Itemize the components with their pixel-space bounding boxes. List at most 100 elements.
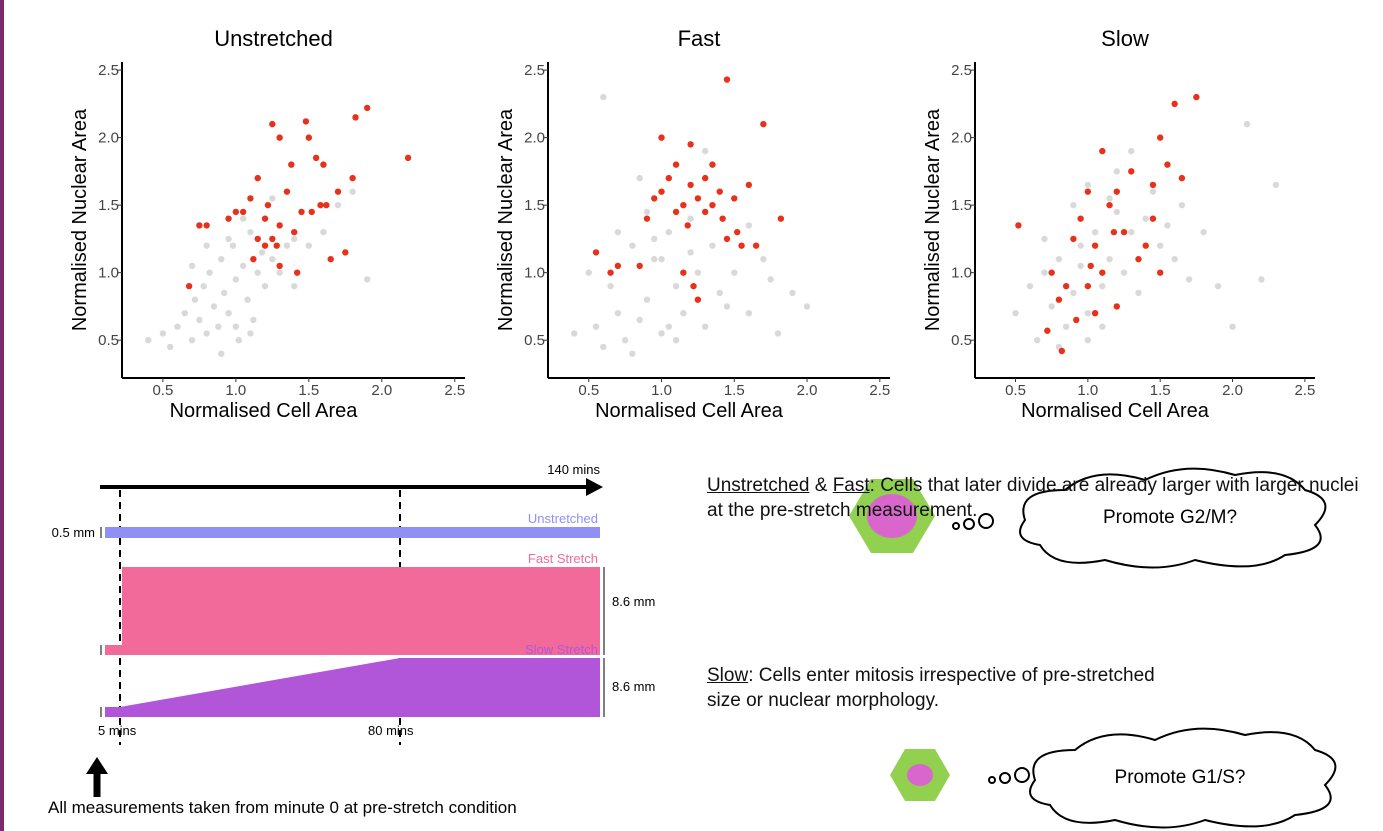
point — [687, 215, 694, 222]
point — [145, 336, 152, 344]
x-tick-label: 2.0 — [371, 382, 392, 399]
point — [404, 154, 412, 162]
point — [317, 201, 324, 209]
point — [258, 249, 266, 256]
point — [1062, 282, 1070, 290]
point — [276, 222, 283, 229]
point — [269, 255, 276, 263]
point — [690, 282, 697, 290]
point — [1055, 255, 1063, 263]
point — [239, 215, 247, 222]
point — [614, 228, 622, 236]
point — [247, 195, 254, 202]
point — [803, 303, 811, 310]
scatter-chart: Unstretched Normalised Cell Area Normalise… — [69, 26, 465, 422]
x-tick-label: 2.5 — [869, 382, 890, 399]
y-tick-label: 1.0 — [951, 265, 972, 282]
nucleus — [867, 494, 917, 538]
point — [203, 330, 210, 337]
point — [745, 181, 753, 189]
point — [239, 208, 247, 216]
point — [643, 215, 651, 222]
point — [273, 242, 280, 249]
point — [687, 141, 694, 148]
point — [232, 323, 240, 330]
point — [210, 303, 218, 310]
x-tick-label: 2.0 — [797, 382, 818, 399]
point — [276, 134, 283, 141]
bar-label: Unstretched — [528, 511, 598, 526]
y-tick-label: 2.0 — [98, 130, 119, 147]
point — [658, 188, 665, 195]
point — [1077, 215, 1084, 222]
point — [665, 323, 672, 330]
point — [636, 262, 643, 270]
point — [247, 330, 254, 337]
note: Slow: Cells enter mitosis irrespective o… — [707, 663, 1187, 713]
point — [789, 289, 796, 297]
point — [261, 215, 269, 222]
point — [694, 296, 702, 303]
width-label: 8.6 mm — [612, 679, 655, 694]
y-tick-label: 1.5 — [524, 197, 545, 214]
point — [1070, 235, 1077, 243]
point — [1113, 303, 1120, 310]
point — [1099, 147, 1106, 155]
point — [680, 201, 687, 209]
point — [1091, 228, 1099, 236]
point — [305, 242, 313, 249]
y-tick-label: 1.0 — [524, 265, 545, 282]
point — [774, 330, 782, 337]
bar-label: Fast Stretch — [528, 551, 598, 566]
point — [665, 228, 672, 236]
point — [745, 222, 753, 229]
point — [760, 120, 767, 128]
point — [1041, 269, 1048, 276]
point — [261, 242, 269, 249]
point — [276, 262, 283, 270]
point — [701, 323, 709, 330]
point — [181, 309, 188, 317]
point — [614, 309, 622, 317]
point — [320, 228, 327, 236]
point — [283, 242, 291, 249]
point — [261, 282, 269, 290]
cloud-text: Promote G2/M? — [1103, 507, 1237, 528]
nucleus — [907, 764, 933, 786]
point — [629, 350, 636, 357]
y-axis-label: Normalised Nuclear Area — [69, 108, 91, 331]
point — [254, 235, 261, 243]
width-label: 0.5 mm — [52, 525, 95, 540]
point — [1084, 282, 1092, 290]
point — [232, 276, 240, 283]
point — [1156, 134, 1164, 141]
point — [687, 181, 694, 189]
point — [731, 195, 738, 202]
point — [254, 269, 261, 276]
point — [723, 235, 731, 243]
note-text: : Cells enter mitosis irrespective of pr… — [707, 665, 1155, 711]
y-tick-label: 2.0 — [524, 130, 545, 147]
point — [225, 235, 232, 243]
point — [1073, 316, 1080, 324]
point — [254, 174, 261, 182]
bar-label: Slow Stretch — [525, 642, 598, 657]
point — [308, 208, 315, 216]
y-tick-label: 2.0 — [951, 130, 972, 147]
point — [651, 255, 658, 263]
point — [701, 174, 709, 182]
point — [1200, 228, 1207, 236]
thought-cloud — [1029, 727, 1337, 829]
point — [716, 289, 723, 297]
point — [1034, 336, 1041, 344]
point — [349, 188, 356, 195]
scatter-chart: Fast Normalised Cell Area Normalised Nucle… — [495, 26, 890, 422]
y-tick-label: 1.0 — [98, 265, 119, 282]
note-lead: Fast — [832, 475, 870, 496]
width-label: 8.6 mm — [612, 594, 655, 609]
point — [1012, 309, 1019, 317]
point — [680, 269, 687, 276]
y-axis-label: Normalised Nuclear Area — [495, 108, 517, 331]
point — [723, 76, 731, 83]
point — [1135, 255, 1142, 263]
